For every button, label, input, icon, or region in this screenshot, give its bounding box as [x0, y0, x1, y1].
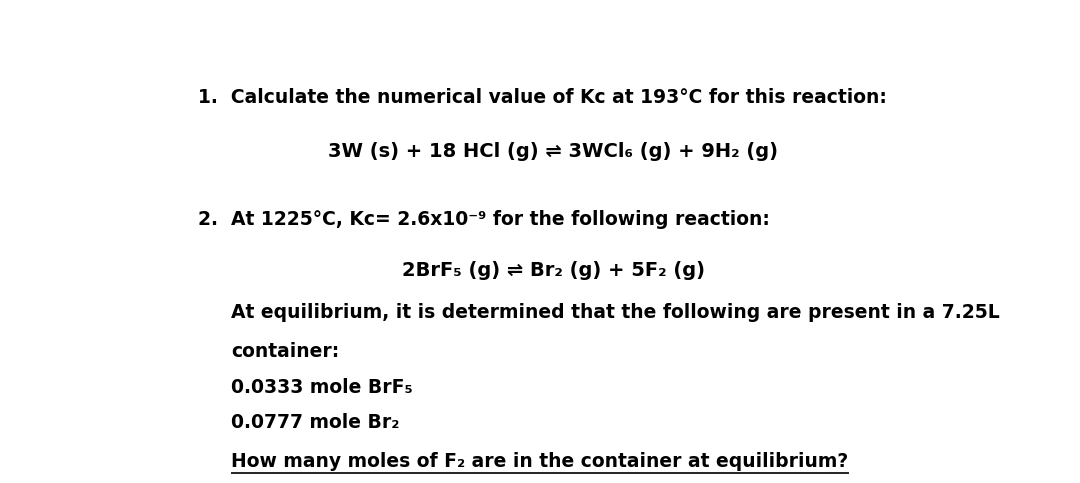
Text: 0.0333 mole BrF₅: 0.0333 mole BrF₅	[231, 378, 413, 397]
Text: 2BrF₅ (g) ⇌ Br₂ (g) + 5F₂ (g): 2BrF₅ (g) ⇌ Br₂ (g) + 5F₂ (g)	[402, 261, 705, 280]
Text: container:: container:	[231, 342, 339, 361]
Text: At equilibrium, it is determined that the following are present in a 7.25L: At equilibrium, it is determined that th…	[231, 303, 1000, 323]
Text: 3W (s) + 18 HCl (g) ⇌ 3WCl₆ (g) + 9H₂ (g): 3W (s) + 18 HCl (g) ⇌ 3WCl₆ (g) + 9H₂ (g…	[328, 142, 779, 161]
Text: 1.  Calculate the numerical value of Kc at 193°C for this reaction:: 1. Calculate the numerical value of Kc a…	[198, 88, 887, 107]
Text: 2.  At 1225°C, Kc= 2.6x10⁻⁹ for the following reaction:: 2. At 1225°C, Kc= 2.6x10⁻⁹ for the follo…	[198, 211, 770, 229]
Text: How many moles of F₂ are in the container at equilibrium?: How many moles of F₂ are in the containe…	[231, 452, 849, 471]
Text: 0.0777 mole Br₂: 0.0777 mole Br₂	[231, 413, 400, 432]
